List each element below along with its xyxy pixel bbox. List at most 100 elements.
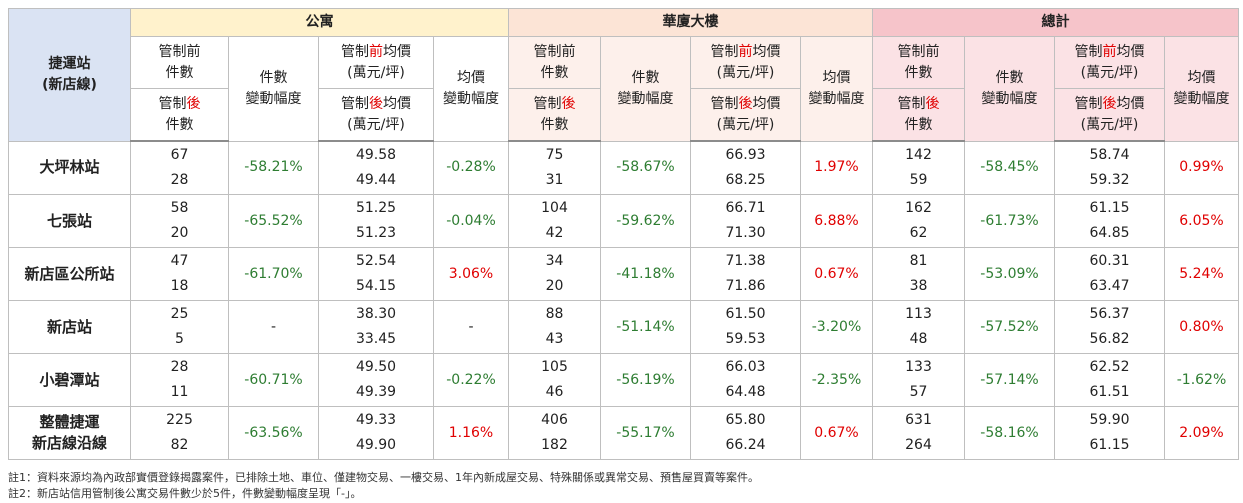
group-header: 公寓 bbox=[130, 8, 509, 37]
header-text: 件數 bbox=[904, 116, 933, 133]
count-cell: 81 38 bbox=[872, 247, 965, 301]
count-cell: 142 59 bbox=[872, 140, 965, 195]
header-text: 件數 bbox=[165, 116, 194, 133]
price-after: 51.23 bbox=[355, 225, 397, 241]
count-cell: 113 48 bbox=[872, 300, 965, 354]
header-text: 管制 bbox=[158, 95, 187, 112]
subheader: 管制後均價 (萬元/坪) bbox=[318, 88, 434, 142]
count-change: -61.70% bbox=[228, 247, 319, 301]
header-text: 均價 (萬元/坪) bbox=[716, 95, 781, 133]
count-before: 88 bbox=[545, 306, 564, 322]
price-change: - bbox=[433, 300, 509, 354]
price-before: 66.03 bbox=[725, 359, 766, 375]
count-cell: 133 57 bbox=[872, 353, 965, 407]
subheader: 均價 變動幅度 bbox=[433, 36, 509, 142]
price-cell: 38.30 33.45 bbox=[318, 300, 434, 354]
count-before: 104 bbox=[541, 200, 568, 216]
footnote: 註2：新店站信用管制後公寓交易件數少於5件，件數變動幅度呈現「-」。 bbox=[8, 487, 362, 500]
price-after: 49.90 bbox=[355, 437, 397, 453]
price-cell: 66.93 68.25 bbox=[690, 140, 801, 195]
price-change: -0.28% bbox=[433, 140, 509, 195]
count-before: 25 bbox=[170, 306, 189, 322]
header-text: 管制 bbox=[533, 95, 562, 112]
count-change: -59.62% bbox=[600, 194, 691, 248]
price-change: -1.62% bbox=[1164, 353, 1239, 407]
count-before: 28 bbox=[170, 359, 189, 375]
price-change: 1.97% bbox=[800, 140, 873, 195]
count-change: -65.52% bbox=[228, 194, 319, 248]
count-after: 20 bbox=[545, 278, 564, 294]
count-after: 5 bbox=[175, 331, 184, 347]
count-after: 59 bbox=[909, 172, 928, 188]
count-after: 82 bbox=[170, 437, 189, 453]
count-before: 162 bbox=[905, 200, 932, 216]
price-after: 54.15 bbox=[355, 278, 397, 294]
price-change: 3.06% bbox=[433, 247, 509, 301]
count-cell: 225 82 bbox=[130, 406, 229, 460]
count-cell: 88 43 bbox=[508, 300, 601, 354]
price-cell: 52.54 54.15 bbox=[318, 247, 434, 301]
count-cell: 104 42 bbox=[508, 194, 601, 248]
price-before: 49.50 bbox=[355, 359, 397, 375]
price-change: 0.67% bbox=[800, 247, 873, 301]
header-row: 管制前 件數 件數 變動幅度 管制前均價 (萬元/坪) 均價 變動幅度 管制前 件數 件數… bbox=[9, 36, 1239, 142]
count-cell: 105 46 bbox=[508, 353, 601, 407]
price-after: 63.47 bbox=[1089, 278, 1130, 294]
price-cell: 71.38 71.86 bbox=[690, 247, 801, 301]
subheader: 管制前均價 (萬元/坪) bbox=[318, 36, 434, 89]
price-after: 49.44 bbox=[355, 172, 397, 188]
price-change: 6.88% bbox=[800, 194, 873, 248]
price-after: 49.39 bbox=[355, 384, 397, 400]
count-cell: 25 5 bbox=[130, 300, 229, 354]
count-before: 105 bbox=[541, 359, 568, 375]
count-before: 225 bbox=[166, 412, 193, 428]
subheader: 管制後 件數 bbox=[872, 88, 965, 142]
count-cell: 75 31 bbox=[508, 140, 601, 195]
header-text: 管制 bbox=[341, 95, 369, 112]
price-after: 64.48 bbox=[725, 384, 766, 400]
price-after: 68.25 bbox=[725, 172, 766, 188]
count-change: -41.18% bbox=[600, 247, 691, 301]
count-change: -56.19% bbox=[600, 353, 691, 407]
price-before: 61.15 bbox=[1089, 200, 1130, 216]
count-change: - bbox=[228, 300, 319, 354]
header-text: 管制 bbox=[897, 95, 926, 112]
price-change: -2.35% bbox=[800, 353, 873, 407]
count-change: -57.14% bbox=[964, 353, 1055, 407]
price-before: 56.37 bbox=[1089, 306, 1130, 322]
subheader: 管制前均價 (萬元/坪) bbox=[1054, 36, 1165, 89]
count-cell: 47 18 bbox=[130, 247, 229, 301]
count-change: -60.71% bbox=[228, 353, 319, 407]
price-after: 61.51 bbox=[1089, 384, 1130, 400]
price-before: 51.25 bbox=[355, 200, 397, 216]
count-after: 31 bbox=[545, 172, 564, 188]
price-before: 66.71 bbox=[725, 200, 766, 216]
count-after: 42 bbox=[545, 225, 564, 241]
header-text: 管制 bbox=[710, 95, 739, 112]
count-after: 48 bbox=[909, 331, 928, 347]
count-after: 57 bbox=[909, 384, 928, 400]
count-after: 11 bbox=[170, 384, 189, 400]
data-row: 整體捷運 新店線沿線 225 82 -63.56% 49.33 49.90 1.16% 406… bbox=[8, 406, 1239, 460]
station-name: 大坪林站 bbox=[8, 140, 131, 195]
count-cell: 58 20 bbox=[130, 194, 229, 248]
price-cell: 49.58 49.44 bbox=[318, 140, 434, 195]
subheader: 均價 變動幅度 bbox=[800, 36, 873, 142]
count-change: -58.45% bbox=[964, 140, 1055, 195]
price-change: -0.04% bbox=[433, 194, 509, 248]
price-before: 60.31 bbox=[1089, 253, 1130, 269]
price-cell: 51.25 51.23 bbox=[318, 194, 434, 248]
station-name: 新店區公所站 bbox=[8, 247, 131, 301]
price-change: 0.99% bbox=[1164, 140, 1239, 195]
header-text: 管制 bbox=[1074, 43, 1103, 60]
footnotes: 註1：資料來源均為內政部實價登錄揭露案件，已排除土地、車位、僅建物交易、一樓交易… bbox=[8, 470, 759, 502]
subheader: 管制前 件數 bbox=[130, 36, 229, 89]
count-after: 62 bbox=[909, 225, 928, 241]
header-text: 前 bbox=[369, 43, 383, 60]
count-change: -55.17% bbox=[600, 406, 691, 460]
price-cell: 58.74 59.32 bbox=[1054, 140, 1165, 195]
header-text: 後 bbox=[369, 95, 383, 112]
group-header: 總計 bbox=[872, 8, 1239, 37]
count-change: -58.67% bbox=[600, 140, 691, 195]
